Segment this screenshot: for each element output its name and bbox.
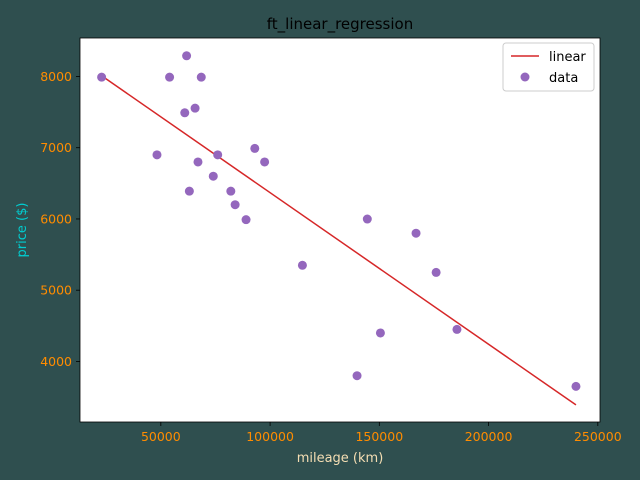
x-tick-label: 100000 bbox=[246, 429, 294, 444]
y-tick-label: 4000 bbox=[40, 354, 72, 369]
series-layer bbox=[97, 51, 581, 406]
regression-line bbox=[101, 75, 577, 406]
x-tick-label: 150000 bbox=[355, 429, 403, 444]
data-point bbox=[431, 267, 441, 277]
data-point bbox=[375, 328, 385, 338]
legend-label-data: data bbox=[549, 71, 578, 86]
x-axis: 50000 100000 150000 200000 250000 bbox=[141, 422, 622, 444]
y-axis: 4000 5000 6000 7000 8000 bbox=[40, 69, 80, 369]
x-tick-label: 250000 bbox=[574, 429, 622, 444]
data-point bbox=[571, 381, 581, 391]
data-point bbox=[190, 103, 200, 113]
plot-area bbox=[79, 37, 601, 423]
data-point bbox=[196, 72, 206, 82]
data-point bbox=[230, 200, 240, 210]
x-tick-label: 50000 bbox=[141, 429, 181, 444]
data-point bbox=[250, 143, 260, 153]
data-point bbox=[184, 186, 194, 196]
data-point bbox=[152, 150, 162, 160]
data-point bbox=[97, 72, 107, 82]
data-point bbox=[182, 51, 192, 61]
x-axis-label: mileage (km) bbox=[297, 451, 384, 466]
y-tick-label: 5000 bbox=[40, 283, 72, 298]
y-axis-label: price ($) bbox=[15, 203, 30, 258]
x-tick-label: 200000 bbox=[465, 429, 513, 444]
y-tick-label: 7000 bbox=[40, 140, 72, 155]
chart-title: ft_linear_regression bbox=[267, 15, 413, 34]
legend-label-linear: linear bbox=[549, 50, 586, 65]
y-tick-label: 8000 bbox=[40, 69, 72, 84]
data-point bbox=[352, 371, 362, 381]
data-point bbox=[213, 150, 223, 160]
data-point bbox=[362, 214, 372, 224]
data-point bbox=[180, 108, 190, 118]
data-point bbox=[411, 228, 421, 238]
data-point bbox=[297, 260, 307, 270]
data-point bbox=[241, 215, 251, 225]
data-point bbox=[208, 171, 218, 181]
data-point bbox=[226, 186, 236, 196]
data-point bbox=[193, 157, 203, 167]
y-tick-label: 6000 bbox=[40, 211, 72, 226]
data-point bbox=[260, 157, 270, 167]
legend-point-swatch bbox=[520, 72, 530, 82]
data-point bbox=[165, 72, 175, 82]
legend: linear data bbox=[502, 42, 595, 92]
data-point bbox=[452, 324, 462, 334]
